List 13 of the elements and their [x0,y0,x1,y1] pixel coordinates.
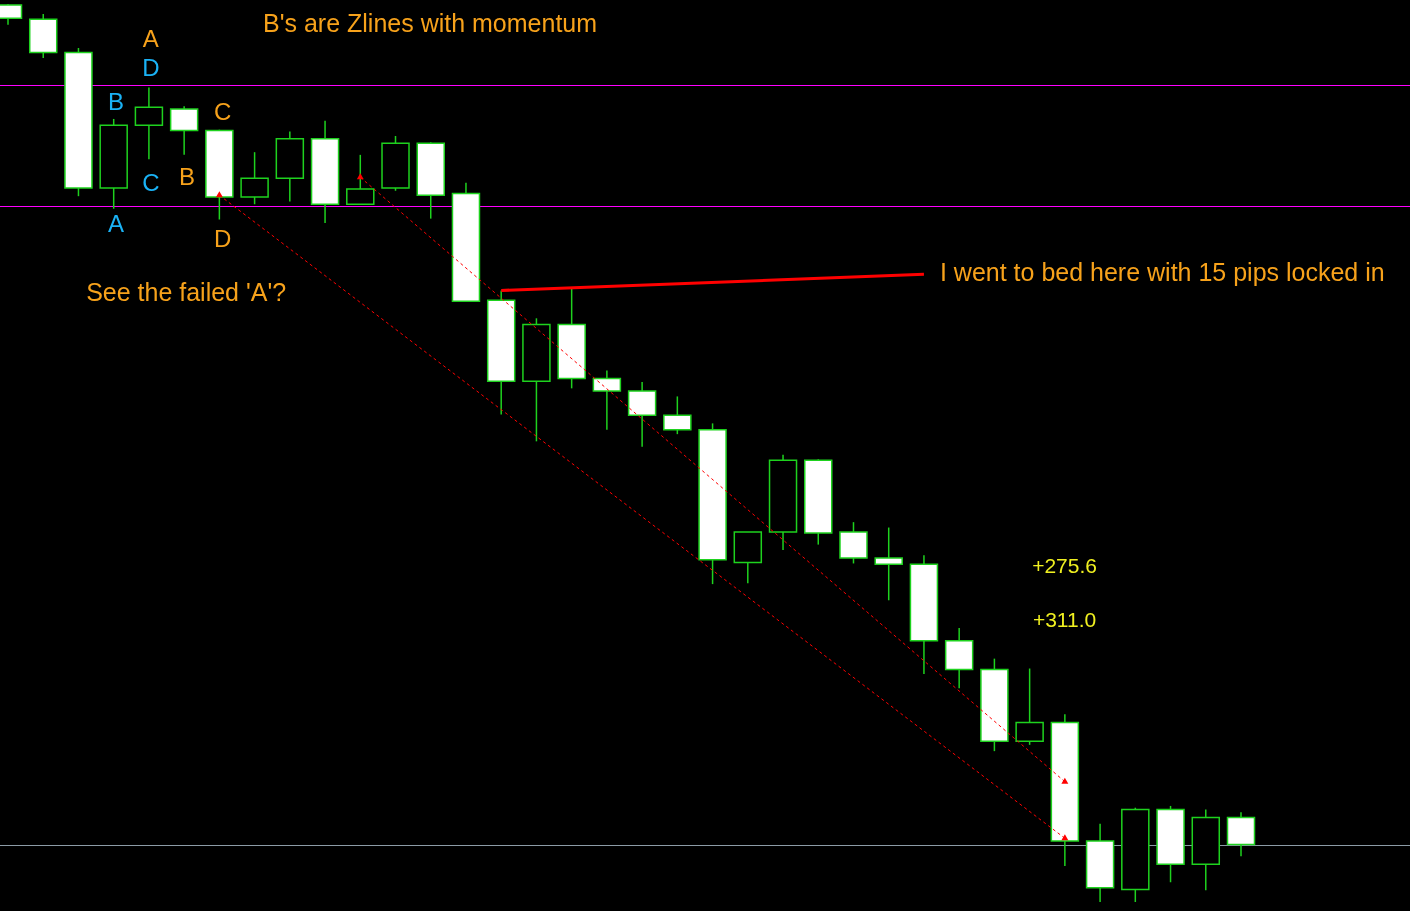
series-label: I went to bed here with 15 pips locked in [939,258,1385,287]
annotation: B [108,87,125,115]
annotation: C [214,97,232,125]
annotation: A [108,209,125,237]
annotation: A [142,24,159,52]
annotation: B's are Zlines with momentum [263,9,598,38]
annotation: +275.6 [1032,554,1097,578]
annotation: B [178,162,195,190]
annotation: +311.0 [1032,608,1097,632]
annotation: C [142,168,160,196]
annotation: D [214,224,232,252]
annotation: D [142,53,160,81]
annotation: See the failed 'A'? [86,278,287,307]
